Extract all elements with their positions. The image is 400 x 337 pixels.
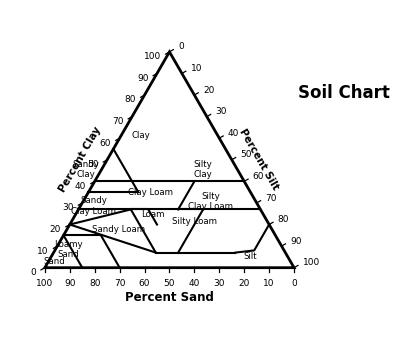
Text: 100: 100: [144, 52, 161, 61]
Text: 60: 60: [139, 279, 150, 288]
Text: Loamy
Sand: Loamy Sand: [54, 240, 83, 259]
Text: 40: 40: [189, 279, 200, 288]
Text: Sandy
Clay Loam: Sandy Clay Loam: [71, 196, 116, 216]
Text: Silty Loam: Silty Loam: [172, 217, 217, 226]
Text: 60: 60: [253, 172, 264, 181]
Text: Percent Sand: Percent Sand: [125, 292, 214, 304]
Text: 80: 80: [124, 95, 136, 104]
Text: 80: 80: [278, 215, 289, 224]
Text: 70: 70: [112, 117, 124, 126]
Text: 30: 30: [62, 203, 74, 212]
Text: 50: 50: [87, 160, 99, 169]
Text: 30: 30: [214, 279, 225, 288]
Text: 60: 60: [100, 139, 111, 148]
Text: 10: 10: [190, 64, 202, 73]
Text: 40: 40: [75, 182, 86, 191]
Text: Clay: Clay: [132, 131, 150, 140]
Text: 20: 20: [238, 279, 250, 288]
Text: Sandy
Clay: Sandy Clay: [72, 159, 100, 179]
Text: Silt: Silt: [244, 252, 257, 262]
Text: 90: 90: [64, 279, 76, 288]
Text: 50: 50: [164, 279, 175, 288]
Text: Clay Loam: Clay Loam: [128, 188, 173, 197]
Text: 20: 20: [203, 86, 214, 95]
Text: 10: 10: [37, 247, 49, 255]
Text: Percent Clay: Percent Clay: [57, 125, 102, 194]
Text: 0: 0: [291, 279, 297, 288]
Text: 90: 90: [137, 74, 148, 83]
Text: Percent Silt: Percent Silt: [238, 127, 281, 192]
Text: 0: 0: [30, 268, 36, 277]
Text: 40: 40: [228, 129, 239, 138]
Text: Soil Chart: Soil Chart: [298, 84, 390, 102]
Text: 70: 70: [114, 279, 125, 288]
Text: 0: 0: [178, 42, 184, 52]
Text: 90: 90: [290, 237, 302, 246]
Text: 100: 100: [303, 258, 320, 267]
Text: 30: 30: [215, 107, 227, 116]
Text: Silty
Clay: Silty Clay: [194, 159, 212, 179]
Text: 50: 50: [240, 150, 252, 159]
Text: Loam: Loam: [142, 210, 165, 219]
Text: Sand: Sand: [44, 257, 65, 266]
Text: 70: 70: [265, 193, 277, 203]
Text: 80: 80: [89, 279, 100, 288]
Text: 10: 10: [263, 279, 275, 288]
Text: Silty
Clay Loam: Silty Clay Loam: [188, 192, 233, 211]
Text: Sandy Loam: Sandy Loam: [92, 224, 145, 234]
Text: 20: 20: [50, 225, 61, 234]
Text: 100: 100: [36, 279, 54, 288]
